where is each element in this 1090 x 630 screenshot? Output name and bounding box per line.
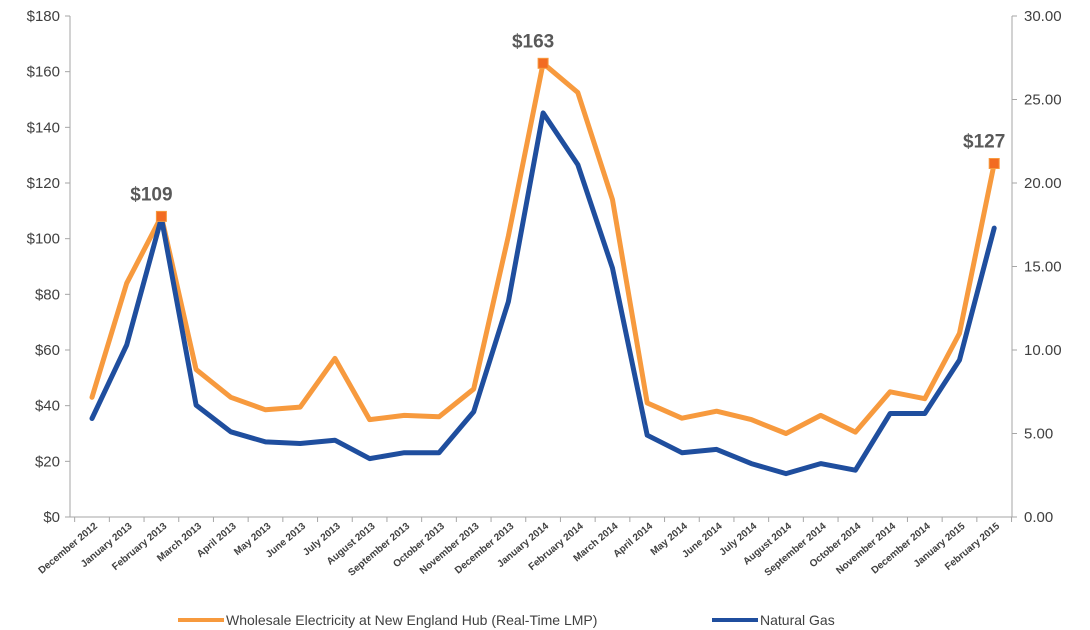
series-line-natural-gas	[89, 110, 997, 477]
left-tick-label: $160	[27, 64, 60, 81]
left-tick-label: $180	[27, 8, 60, 25]
x-tick-label: November 2014	[834, 521, 898, 577]
right-tick-label: 30.00	[1024, 8, 1062, 25]
legend-label-electricity: Wholesale Electricity at New England Hub…	[226, 612, 597, 628]
legend: Wholesale Electricity at New England Hub…	[178, 612, 835, 628]
left-tick-label: $20	[35, 453, 60, 470]
axes: $0 $20 $40 $60 $80 $100 $120 $140 $160 $180 0.00 5.…	[27, 8, 1062, 579]
left-tick-label: $80	[35, 286, 60, 303]
x-tick-label: September 2014	[763, 521, 829, 579]
right-tick-label: 0.00	[1024, 509, 1053, 526]
right-tick-label: 5.00	[1024, 426, 1053, 443]
x-tick-label: December 2013	[453, 521, 517, 577]
legend-label-natural-gas: Natural Gas	[760, 612, 835, 628]
x-tick-label: September 2013	[346, 521, 412, 579]
x-tick-label: November 2013	[418, 521, 482, 577]
left-tick-label: $140	[27, 119, 60, 136]
right-tick-label: 15.00	[1024, 259, 1062, 276]
left-tick-label: $40	[35, 398, 60, 415]
data-point-marker	[537, 57, 549, 69]
data-point-marker	[155, 210, 167, 222]
left-tick-label: $120	[27, 175, 60, 192]
x-tick-label: December 2012	[37, 521, 101, 577]
right-tick-label: 25.00	[1024, 92, 1062, 109]
right-tick-label: 20.00	[1024, 175, 1062, 192]
series-lines	[89, 60, 997, 477]
x-tick-label: December 2014	[869, 521, 933, 577]
data-label: $109	[130, 184, 172, 205]
left-tick-label: $60	[35, 342, 60, 359]
data-label: $127	[963, 132, 1005, 153]
left-tick-label: $0	[43, 509, 60, 526]
right-tick-label: 10.00	[1024, 342, 1062, 359]
annotation-markers: $109 $163 $127	[130, 31, 1005, 222]
data-point-marker	[988, 158, 1000, 170]
data-label: $163	[512, 31, 554, 52]
left-tick-label: $100	[27, 231, 60, 248]
